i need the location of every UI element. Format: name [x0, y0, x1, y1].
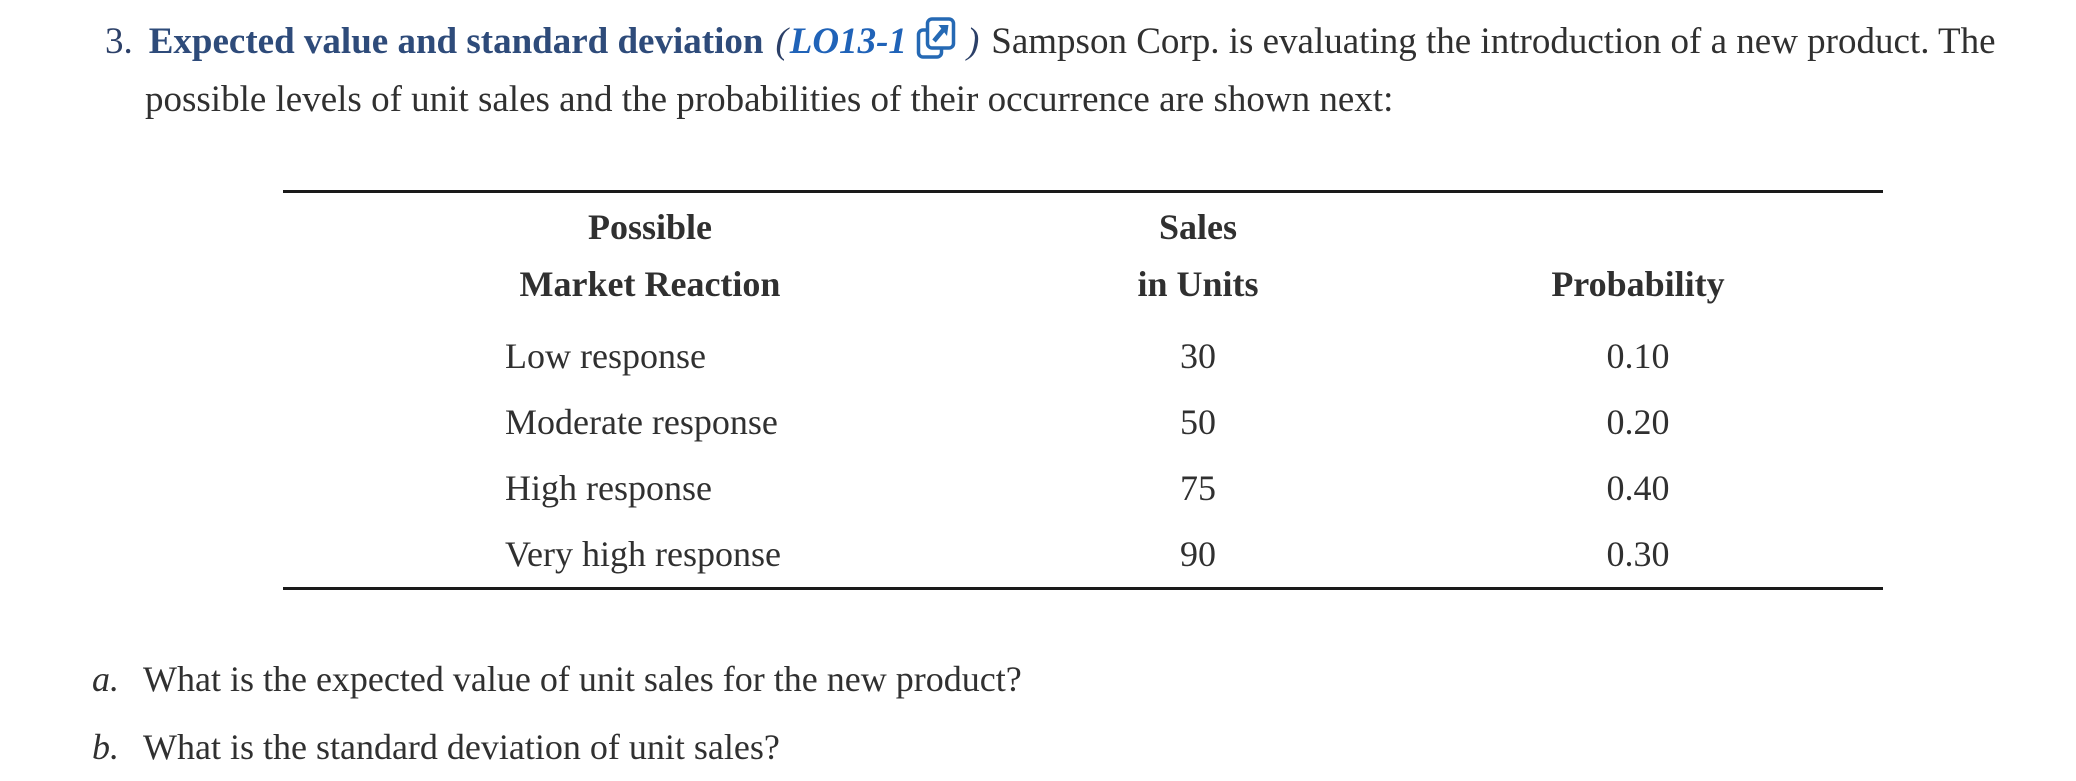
- lo-link[interactable]: LO13-1: [789, 21, 907, 62]
- cell-sales: 30: [1180, 336, 1216, 376]
- table-body: Low response 30 0.10 Moderate response 5…: [283, 323, 1883, 587]
- sales-probability-table: Possible Sales Market Reaction in Units …: [283, 190, 1883, 590]
- question-a: a. What is the expected value of unit sa…: [92, 645, 1022, 713]
- cell-probability: 0.40: [1606, 468, 1670, 508]
- learning-objective-ref: (LO13-1 ): [775, 17, 980, 62]
- header-possible: Possible: [587, 207, 712, 247]
- cell-reaction: Low response: [505, 336, 706, 376]
- paren-open: (: [775, 21, 788, 62]
- cell-probability: 0.30: [1606, 534, 1670, 574]
- cell-reaction: High response: [505, 468, 712, 508]
- external-link-icon[interactable]: [915, 16, 957, 62]
- header-probability: Probability: [1551, 264, 1725, 304]
- header-market-reaction: Market Reaction: [519, 264, 781, 304]
- cell-sales: 50: [1180, 402, 1216, 442]
- table-header: Possible Sales Market Reaction in Units …: [283, 199, 1883, 313]
- question-list: a. What is the expected value of unit sa…: [92, 645, 1022, 781]
- question-a-text: What is the expected value of unit sales…: [143, 659, 1022, 699]
- problem-number: 3.: [105, 21, 133, 62]
- cell-reaction: Very high response: [505, 534, 781, 574]
- problem-statement: 3. Expected value and standard deviation (…: [105, 13, 1996, 129]
- cell-probability: 0.10: [1606, 336, 1670, 376]
- question-b-label: b.: [92, 727, 119, 767]
- table-row: Low response 30 0.10: [283, 323, 1883, 389]
- question-a-label: a.: [92, 659, 119, 699]
- intro-line-1: 3. Expected value and standard deviation (…: [105, 13, 1996, 71]
- intro-line-2: possible levels of unit sales and the pr…: [145, 79, 1394, 120]
- header-blank: [1393, 199, 1883, 256]
- table-header-line-1: Possible Sales: [283, 199, 1883, 256]
- problem-title: Expected value and standard deviation: [148, 21, 764, 62]
- cell-probability: 0.20: [1606, 402, 1670, 442]
- question-b: b. What is the standard deviation of uni…: [92, 713, 1022, 781]
- cell-sales: 90: [1180, 534, 1216, 574]
- intro-text: Sampson Corp. is evaluating the introduc…: [991, 21, 1996, 62]
- cell-sales: 75: [1180, 468, 1216, 508]
- table-row: High response 75 0.40: [283, 455, 1883, 521]
- table-row: Very high response 90 0.30: [283, 521, 1883, 587]
- table-header-line-2: Market Reaction in Units Probability: [283, 256, 1883, 313]
- header-in-units: in Units: [1137, 264, 1259, 304]
- header-sales: Sales: [1158, 207, 1237, 247]
- cell-reaction: Moderate response: [505, 402, 778, 442]
- question-b-text: What is the standard deviation of unit s…: [143, 727, 780, 767]
- table-row: Moderate response 50 0.20: [283, 389, 1883, 455]
- paren-close: ): [966, 21, 980, 62]
